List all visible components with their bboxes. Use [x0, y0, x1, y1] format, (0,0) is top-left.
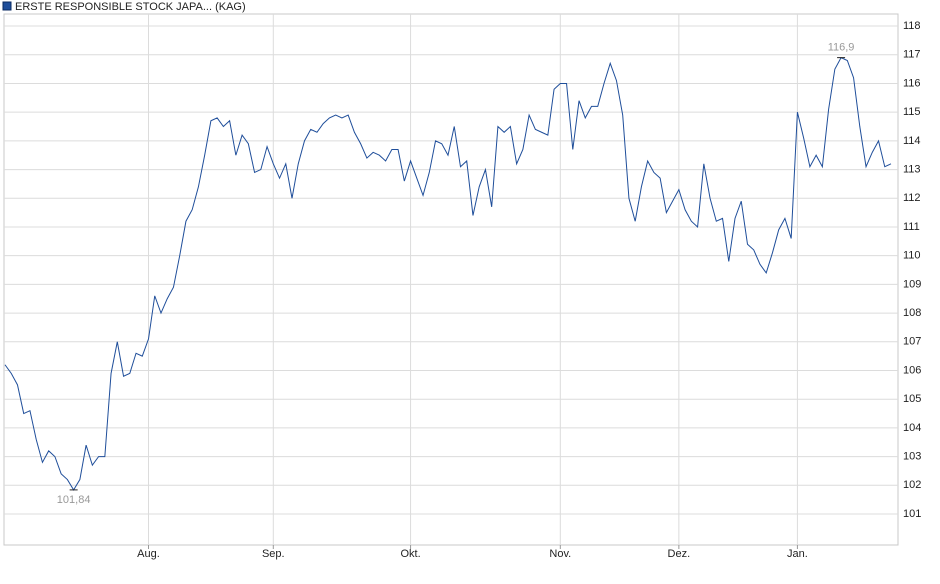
- y-tick-label: 104: [903, 422, 921, 434]
- x-tick-label: Dez.: [668, 548, 691, 560]
- x-tick-label: Jan.: [787, 548, 808, 560]
- y-tick-label: 108: [903, 307, 921, 319]
- y-tick-label: 103: [903, 451, 921, 463]
- y-tick-label: 101: [903, 508, 921, 520]
- y-tick-label: 114: [903, 135, 921, 147]
- value-label: 116,9: [828, 42, 855, 54]
- x-tick-label: Sep.: [262, 548, 285, 560]
- legend-label: ERSTE RESPONSIBLE STOCK JAPA... (KAG): [15, 1, 246, 13]
- y-tick-label: 106: [903, 364, 921, 376]
- plot-frame: [3, 13, 899, 546]
- y-tick-label: 115: [903, 106, 921, 118]
- y-tick-label: 109: [903, 278, 921, 290]
- y-tick-label: 110: [903, 250, 921, 262]
- y-tick-label: 105: [903, 393, 921, 405]
- y-tick-label: 107: [903, 336, 921, 348]
- x-tick-label: Nov.: [549, 548, 571, 560]
- y-tick-label: 113: [903, 163, 921, 175]
- y-tick-label: 117: [903, 49, 921, 61]
- value-label: 101,84: [57, 494, 91, 506]
- y-tick-label: 112: [903, 192, 921, 204]
- price-line: [4, 56, 892, 491]
- x-tick-label: Aug.: [137, 548, 160, 560]
- y-tick-label: 102: [903, 479, 921, 491]
- y-tick-label: 111: [903, 221, 920, 233]
- y-tick-label: 118: [903, 20, 921, 32]
- y-tick-label: 116: [903, 77, 921, 89]
- x-tick-label: Okt.: [400, 548, 420, 560]
- legend-swatch: [2, 1, 12, 11]
